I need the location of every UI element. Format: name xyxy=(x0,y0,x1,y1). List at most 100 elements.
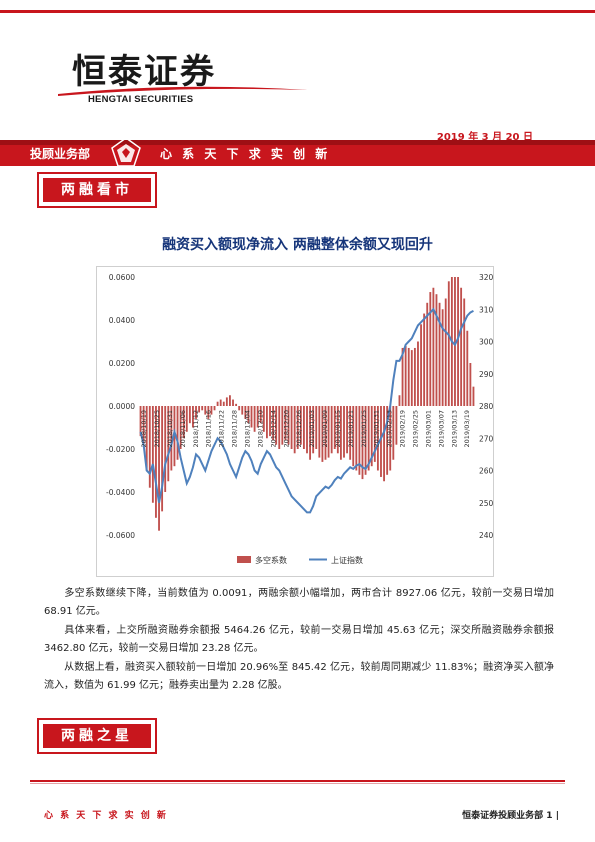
bar-mark xyxy=(167,406,170,482)
bar-mark xyxy=(315,406,318,449)
footer-slogan: 心 系 天 下 求 实 创 新 xyxy=(44,811,168,821)
header-slogan: 心 系 天 下 求 实 创 新 xyxy=(160,147,331,161)
bar-mark xyxy=(367,406,370,471)
bar-mark xyxy=(204,406,207,415)
paragraph-1-text: 多空系数继续下降，当前数值为 0.0091，两融余额小幅增加，两市合计 8927… xyxy=(44,588,554,617)
bar-mark xyxy=(219,399,222,406)
x-axis-tick-label: 2019/01/31 xyxy=(373,410,381,447)
bar-mark xyxy=(176,406,179,460)
x-axis-tick-label: 2019/01/25 xyxy=(360,410,368,447)
x-axis-tick-label: 2018/12/04 xyxy=(243,410,251,447)
left-axis-tick-label: -0.0200 xyxy=(106,445,135,454)
x-axis-tick-label: 2018/10/31 xyxy=(166,410,174,447)
bar-mark xyxy=(241,406,244,415)
legend-label-line: 上证指数 xyxy=(331,555,363,565)
bar-mark xyxy=(432,287,435,406)
x-axis-tick-label: 2018/12/26 xyxy=(295,410,303,447)
bar-mark xyxy=(216,401,219,406)
bar-mark xyxy=(269,406,271,437)
bar-mark xyxy=(457,277,459,406)
bar-mark xyxy=(407,347,410,406)
bar-mark xyxy=(155,406,157,518)
bar-mark xyxy=(380,406,382,477)
bar-mark xyxy=(441,309,444,406)
x-axis-tick-label: 2018/10/25 xyxy=(153,410,161,447)
paragraph-2: 具体来看，上交所融资融券余额报 5464.26 亿元，较前一交易日增加 45.6… xyxy=(44,622,554,658)
department-label: 投顾业务部 xyxy=(30,147,91,161)
logo-en-text: HENGTAI SECURITIES xyxy=(88,94,194,105)
paragraph-1: 多空系数继续下降，当前数值为 0.0091，两融余额小幅增加，两市合计 8927… xyxy=(44,585,554,621)
bar-mark xyxy=(417,341,419,406)
left-axis-tick-label: 0.0600 xyxy=(109,273,135,282)
x-axis-tick-label: 2018/12/20 xyxy=(282,410,290,447)
bar-mark xyxy=(145,406,148,471)
bar-mark xyxy=(469,363,472,406)
bar-mark xyxy=(447,281,450,406)
bar-mark xyxy=(312,406,315,454)
right-axis-tick-label: 2900 xyxy=(479,370,493,379)
bar-mark xyxy=(376,406,379,471)
x-axis-tick-label: 2019/03/01 xyxy=(424,410,432,447)
right-axis-tick-label: 3000 xyxy=(479,338,493,347)
bar-mark xyxy=(139,406,142,437)
right-axis-tick-label: 3200 xyxy=(479,273,493,282)
bar-mark xyxy=(290,406,293,449)
bar-mark xyxy=(262,406,265,432)
bar-mark xyxy=(389,406,392,471)
x-axis-tick-label: 2019/01/03 xyxy=(308,410,316,447)
bar-mark xyxy=(330,406,333,454)
right-axis-tick-label: 2400 xyxy=(479,531,493,540)
bar-mark xyxy=(355,406,358,471)
bar-mark xyxy=(324,406,327,460)
bar-mark xyxy=(349,406,352,460)
left-axis-tick-label: 0.0200 xyxy=(109,359,135,368)
bar-mark xyxy=(250,406,253,428)
bar-mark xyxy=(142,406,145,445)
bar-mark xyxy=(302,406,305,449)
x-axis-tick-label: 2019/01/09 xyxy=(321,410,329,447)
bar-mark xyxy=(235,403,238,406)
bar-mark xyxy=(259,406,262,424)
index-line xyxy=(139,307,474,514)
x-axis-tick-label: 2019/01/15 xyxy=(334,410,342,447)
bar-mark xyxy=(392,406,395,460)
bar-mark xyxy=(266,406,268,439)
bar-mark xyxy=(207,406,210,419)
x-axis-tick-label: 2018/10/19 xyxy=(140,410,148,447)
bar-mark xyxy=(225,397,228,406)
x-axis-tick-label: 2019/02/19 xyxy=(399,410,407,447)
footer-page-label: 恒泰证券投顾业务部 1 | xyxy=(462,811,559,821)
bar-mark xyxy=(222,401,225,406)
x-axis-tick-label: 2018/11/06 xyxy=(179,410,187,447)
paragraph-3-text: 从数据上看，融资买入额较前一日增加 20.96%至 845.42 亿元，较前周同… xyxy=(44,662,554,691)
bar-mark xyxy=(423,313,426,406)
bar-mark xyxy=(253,406,256,432)
right-axis-tick-label: 2500 xyxy=(479,499,493,508)
bar-mark xyxy=(413,347,416,406)
x-axis-tick-label: 2018/12/14 xyxy=(269,410,277,447)
line-layer xyxy=(139,307,474,514)
bar-mark xyxy=(244,406,247,419)
bar-mark xyxy=(306,406,308,454)
footer-divider xyxy=(30,780,565,782)
legend-label-bar: 多空系数 xyxy=(255,555,287,565)
bar-mark xyxy=(435,294,438,406)
bar-mark xyxy=(472,386,475,406)
bar-mark xyxy=(195,406,197,419)
bar-mark xyxy=(287,406,290,445)
bar-mark xyxy=(410,350,413,406)
bar-mark xyxy=(201,406,204,411)
axis-layer: -0.0600 -0.0400 -0.0200 0.0000 0.0200 0.0400 0… xyxy=(106,273,498,540)
xtick-layer: 2018/10/19 2018/10/25 2018/10/31 2018/11/06… xyxy=(140,410,471,447)
x-axis-tick-label: 2018/11/22 xyxy=(218,410,226,447)
legend-swatch-bar xyxy=(237,556,251,563)
bar-mark xyxy=(460,287,463,406)
bar-mark xyxy=(370,406,373,467)
bar-mark xyxy=(444,298,447,406)
article-title: 融资买入额现净流入 两融整体余额又现回升 xyxy=(162,237,433,253)
x-axis-tick-label: 2019/03/19 xyxy=(463,410,471,447)
margin-trading-chart: -0.0600 -0.0400 -0.0200 0.0000 0.0200 0.0400 0… xyxy=(96,266,498,577)
bar-mark xyxy=(299,406,302,445)
x-axis-tick-label: 2019/02/13 xyxy=(386,410,394,447)
bar-mark xyxy=(383,406,385,482)
